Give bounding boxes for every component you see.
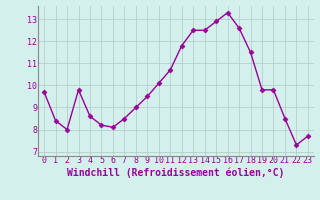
X-axis label: Windchill (Refroidissement éolien,°C): Windchill (Refroidissement éolien,°C) [67,168,285,178]
